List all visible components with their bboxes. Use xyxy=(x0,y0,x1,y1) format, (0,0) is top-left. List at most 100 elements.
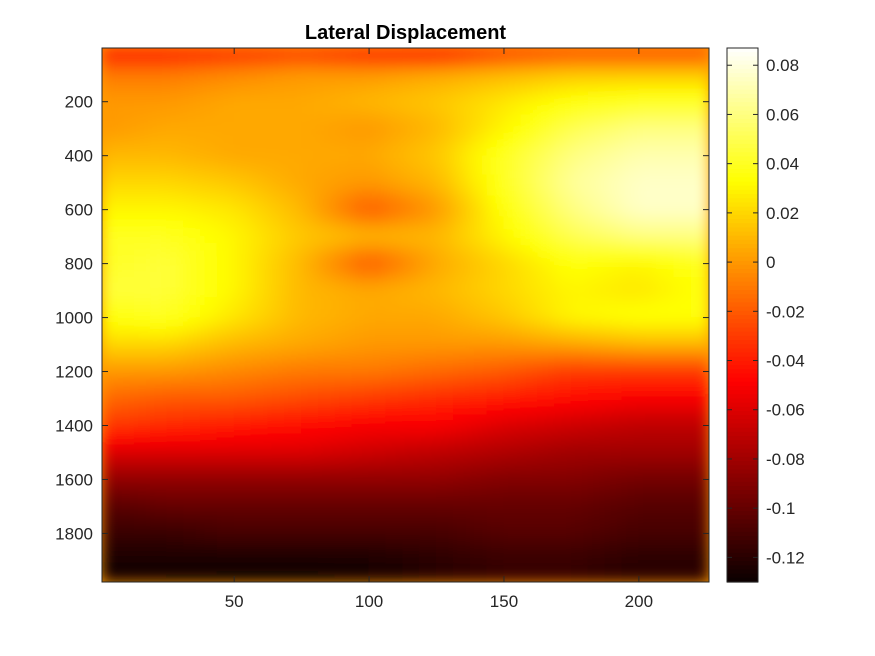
heatmap-cell xyxy=(267,310,286,319)
heatmap-cell xyxy=(520,404,539,413)
heatmap-cell xyxy=(486,438,505,447)
heatmap-cell xyxy=(317,465,336,474)
heatmap-cell xyxy=(638,94,657,103)
heatmap-cell xyxy=(183,161,201,170)
heatmap-cell xyxy=(233,317,252,325)
heatmap-cell xyxy=(117,80,135,89)
heatmap-cell xyxy=(199,303,218,312)
heatmap-cell xyxy=(554,337,572,346)
heatmap-cell xyxy=(673,48,692,56)
heatmap-cell xyxy=(469,391,488,400)
heatmap-cell xyxy=(267,161,286,170)
heatmap-cell xyxy=(436,418,454,426)
heatmap-cell xyxy=(233,195,252,204)
heatmap-cell xyxy=(133,424,152,433)
heatmap-cell xyxy=(570,141,589,150)
heatmap-cell xyxy=(117,54,135,62)
heatmap-cell xyxy=(250,168,269,177)
heatmap-cell xyxy=(216,565,235,572)
heatmap-cell xyxy=(690,236,709,244)
colorbar-band xyxy=(727,302,758,308)
heatmap-cell xyxy=(334,74,353,82)
heatmap-cell xyxy=(183,48,201,56)
heatmap-cell xyxy=(638,303,657,312)
heatmap-cell xyxy=(436,236,454,244)
heatmap-cell xyxy=(436,371,454,379)
heatmap-cell xyxy=(486,576,505,582)
heatmap-cell xyxy=(655,330,675,339)
heatmap-cell xyxy=(317,350,336,359)
heatmap-cell xyxy=(486,539,505,548)
heatmap-cell xyxy=(436,451,454,460)
heatmap-cell xyxy=(469,357,488,366)
heatmap-cell xyxy=(655,492,675,501)
heatmap-cell xyxy=(351,424,370,433)
heatmap-cell xyxy=(334,559,353,567)
heatmap-cell xyxy=(690,337,709,346)
heatmap-cell xyxy=(486,565,505,572)
heatmap-cell xyxy=(284,168,303,177)
heatmap-cell xyxy=(638,195,657,204)
heatmap-cell xyxy=(166,465,185,474)
heatmap-cell xyxy=(334,350,353,359)
heatmap-cell xyxy=(436,283,454,292)
heatmap-cell xyxy=(183,350,201,359)
heatmap-cell xyxy=(216,350,235,359)
heatmap-cell xyxy=(301,559,319,567)
heatmap-cell xyxy=(452,168,471,177)
heatmap-cell xyxy=(520,519,539,528)
heatmap-cell xyxy=(250,539,269,548)
heatmap-cell xyxy=(486,296,505,305)
heatmap-cell xyxy=(102,539,119,548)
heatmap-cell xyxy=(469,310,488,319)
heatmap-cell xyxy=(452,438,471,447)
heatmap-cell xyxy=(133,290,152,298)
heatmap-cell xyxy=(452,303,471,312)
heatmap-cell xyxy=(233,141,252,150)
heatmap-cell xyxy=(587,87,606,96)
heatmap-cell xyxy=(233,283,252,292)
heatmap-cell xyxy=(150,276,168,285)
heatmap-cell xyxy=(301,195,319,204)
heatmap-cell xyxy=(419,492,438,501)
heatmap-cell xyxy=(469,451,488,460)
heatmap-cell xyxy=(554,283,572,292)
heatmap-cell xyxy=(284,242,303,251)
heatmap-cell xyxy=(690,485,709,494)
heatmap-cell xyxy=(638,60,657,69)
heatmap-cell xyxy=(250,431,269,440)
heatmap-cell xyxy=(250,256,269,265)
heatmap-cell xyxy=(503,371,522,379)
heatmap-cell xyxy=(570,263,589,271)
heatmap-cell xyxy=(166,222,185,231)
heatmap-cell xyxy=(351,141,370,150)
heatmap-cell xyxy=(604,570,623,578)
heatmap-cell xyxy=(673,492,692,501)
heatmap-cell xyxy=(690,539,709,548)
colorbar-band xyxy=(727,456,758,462)
heatmap-cell xyxy=(655,114,675,123)
heatmap-cell xyxy=(216,384,235,393)
heatmap-cell xyxy=(166,94,185,103)
heatmap-cell xyxy=(368,134,387,143)
heatmap-cell xyxy=(570,499,589,507)
heatmap-cell xyxy=(419,290,438,298)
heatmap-cell xyxy=(469,418,488,426)
heatmap-cell xyxy=(690,215,709,224)
heatmap-cell xyxy=(402,121,421,130)
heatmap-cell xyxy=(655,323,675,332)
heatmap-cell xyxy=(250,465,269,474)
heatmap-cell xyxy=(402,229,421,238)
heatmap-cell xyxy=(183,384,201,393)
heatmap-cell xyxy=(655,485,675,494)
heatmap-cell xyxy=(150,570,168,578)
heatmap-cell xyxy=(452,532,471,541)
heatmap-cell xyxy=(351,465,370,474)
heatmap-cell xyxy=(638,438,657,447)
heatmap-cell xyxy=(301,188,319,197)
heatmap-cell xyxy=(503,74,522,82)
heatmap-cell xyxy=(520,371,539,379)
colorbar-gradient xyxy=(727,48,758,583)
heatmap-cell xyxy=(102,141,119,150)
heatmap-cell xyxy=(621,175,640,184)
